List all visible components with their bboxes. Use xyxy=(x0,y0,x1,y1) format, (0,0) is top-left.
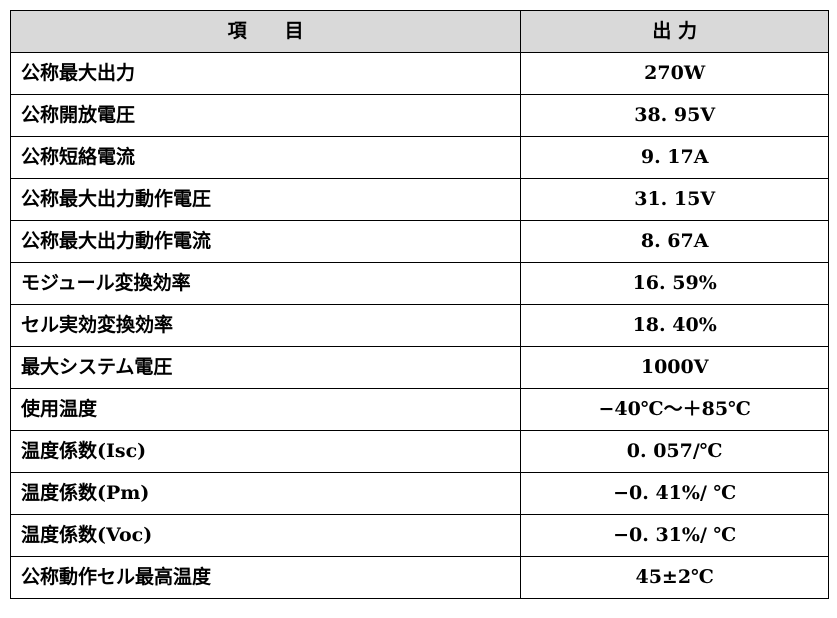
item-cell: モジュール変換効率 xyxy=(9,262,522,305)
table-row: 公称最大出力 270W xyxy=(9,52,829,95)
table-row: 温度係数(Voc) −0. 31%/ ℃ xyxy=(9,514,829,557)
item-cell: 最大システム電圧 xyxy=(9,346,522,389)
table-row: 温度係数(Isc) 0. 057/℃ xyxy=(9,430,829,473)
item-cell: 使用温度 xyxy=(9,388,522,431)
table-row: 公称開放電圧 38. 95V xyxy=(9,94,829,137)
item-cell: 公称短絡電流 xyxy=(9,136,522,179)
item-cell: 温度係数(Pm) xyxy=(9,472,522,515)
spec-table: 項 目 出 力 公称最大出力 270W 公称開放電圧 38. 95V 公称短絡電… xyxy=(9,10,829,599)
table-row: モジュール変換効率 16. 59% xyxy=(9,262,829,305)
table-row: セル実効変換効率 18. 40% xyxy=(9,304,829,347)
item-cell: 公称最大出力 xyxy=(9,52,522,95)
table-row: 公称最大出力動作電圧 31. 15V xyxy=(9,178,829,221)
output-cell: −0. 31%/ ℃ xyxy=(520,514,829,557)
table-row: 公称短絡電流 9. 17A xyxy=(9,136,829,179)
table-row: 公称最大出力動作電流 8. 67A xyxy=(9,220,829,263)
output-cell: 1000V xyxy=(520,346,829,389)
output-cell: 18. 40% xyxy=(520,304,829,347)
item-cell: 公称動作セル最高温度 xyxy=(9,556,522,599)
output-cell: 31. 15V xyxy=(520,178,829,221)
item-cell: セル実効変換効率 xyxy=(9,304,522,347)
item-cell: 公称最大出力動作電圧 xyxy=(9,178,522,221)
item-cell: 公称最大出力動作電流 xyxy=(9,220,522,263)
output-cell: 8. 67A xyxy=(520,220,829,263)
output-cell: −0. 41%/ ℃ xyxy=(520,472,829,515)
table-row: 使用温度 −40℃～＋85℃ xyxy=(9,388,829,431)
item-cell: 温度係数(Isc) xyxy=(9,430,522,473)
output-cell: 45±2℃ xyxy=(520,556,829,599)
header-output: 出 力 xyxy=(520,10,829,53)
item-cell: 公称開放電圧 xyxy=(9,94,522,137)
output-cell: 270W xyxy=(520,52,829,95)
item-cell: 温度係数(Voc) xyxy=(9,514,522,557)
output-cell: −40℃～＋85℃ xyxy=(520,388,829,431)
output-cell: 0. 057/℃ xyxy=(520,430,829,473)
table-row: 公称動作セル最高温度 45±2℃ xyxy=(9,556,829,599)
output-cell: 9. 17A xyxy=(520,136,829,179)
output-cell: 16. 59% xyxy=(520,262,829,305)
table-row: 最大システム電圧 1000V xyxy=(9,346,829,389)
header-item: 項 目 xyxy=(9,10,522,53)
output-cell: 38. 95V xyxy=(520,94,829,137)
header-row: 項 目 出 力 xyxy=(9,10,829,53)
table-row: 温度係数(Pm) −0. 41%/ ℃ xyxy=(9,472,829,515)
